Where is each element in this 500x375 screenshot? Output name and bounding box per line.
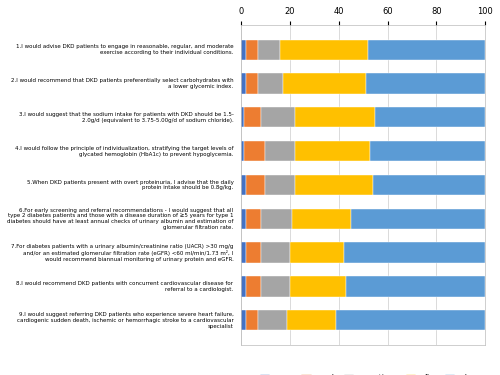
Bar <box>373 175 485 195</box>
Bar <box>290 243 344 263</box>
Bar <box>241 209 246 229</box>
Bar <box>370 141 485 161</box>
Bar <box>366 74 485 94</box>
Bar <box>244 107 260 128</box>
Bar <box>241 141 244 161</box>
Bar <box>258 74 282 94</box>
Bar <box>376 107 485 128</box>
Bar <box>266 141 295 161</box>
Bar <box>368 39 485 60</box>
Bar <box>336 310 485 330</box>
Bar <box>260 107 295 128</box>
Bar <box>244 141 266 161</box>
Bar <box>241 310 246 330</box>
Bar <box>292 209 351 229</box>
Bar <box>246 243 260 263</box>
Legend: never, rarely, sometimes, often, alwasys: never, rarely, sometimes, often, alwasys <box>260 374 491 375</box>
Bar <box>288 310 337 330</box>
Bar <box>246 209 260 229</box>
Bar <box>241 243 246 263</box>
Bar <box>241 39 246 60</box>
Bar <box>258 39 280 60</box>
Bar <box>241 74 246 94</box>
Bar <box>246 74 258 94</box>
Bar <box>260 276 290 297</box>
Bar <box>241 175 246 195</box>
Bar <box>295 107 376 128</box>
Bar <box>290 276 346 297</box>
Bar <box>258 310 288 330</box>
Bar <box>346 276 485 297</box>
Bar <box>241 276 246 297</box>
Bar <box>260 209 292 229</box>
Bar <box>246 310 258 330</box>
Bar <box>351 209 485 229</box>
Bar <box>280 39 368 60</box>
Bar <box>241 107 244 128</box>
Bar <box>295 141 370 161</box>
Bar <box>344 243 485 263</box>
Bar <box>246 276 260 297</box>
Bar <box>246 39 258 60</box>
Bar <box>295 175 373 195</box>
Bar <box>266 175 295 195</box>
Bar <box>246 175 266 195</box>
Bar <box>260 243 290 263</box>
Bar <box>282 74 366 94</box>
